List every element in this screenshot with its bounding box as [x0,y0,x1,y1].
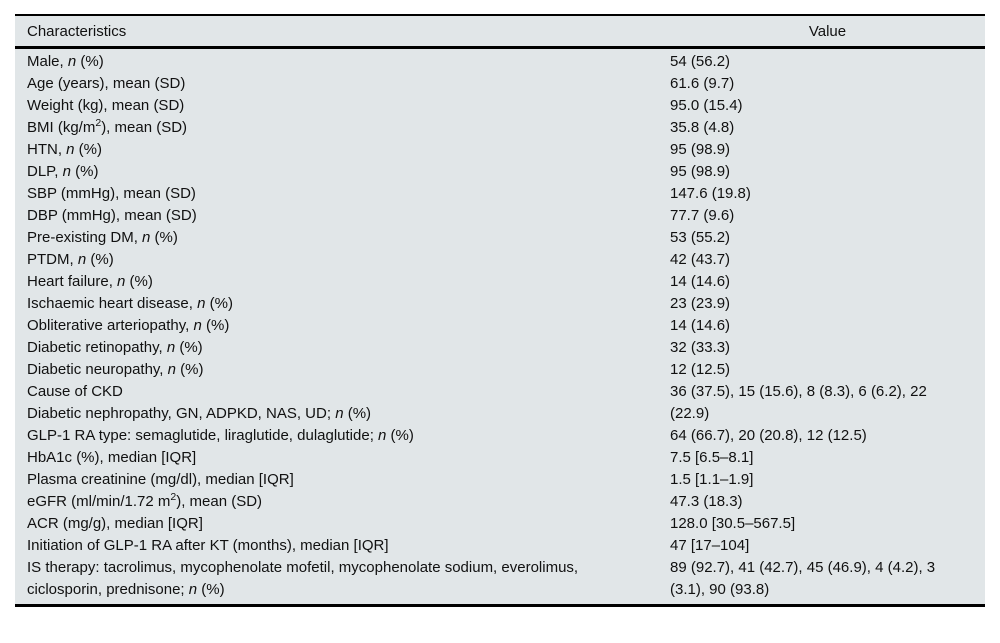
value-cell: 47 [17–104] [670,537,750,554]
characteristic-cell: Male, n (%) [27,53,104,70]
table-row: Heart failure, n (%) 14 (14.6) [15,271,985,293]
table-row: DLP, n (%) 95 (98.9) [15,161,985,183]
characteristic-cell: HbA1c (%), median [IQR] [27,449,197,466]
table-row: Cause of CKD Diabetic nephropathy, GN, AD… [15,381,985,425]
characteristic-cell: SBP (mmHg), mean (SD) [27,185,196,202]
table-row: ACR (mg/g), median [IQR] 128.0 [30.5–567.… [15,513,985,535]
value-cell: 95 (98.9) [670,163,731,180]
table-row: Weight (kg), mean (SD) 95.0 (15.4) [15,95,985,117]
table-row: Diabetic retinopathy, n (%) 32 (33.3) [15,337,985,359]
value-cell: 35.8 (4.8) [670,119,735,136]
value-cell: 23 (23.9) [670,295,731,312]
value-cell: 42 (43.7) [670,251,731,268]
value-cell: 95.0 (15.4) [670,97,743,114]
table-row: Pre-existing DM, n (%) 53 (55.2) [15,227,985,249]
table-row: IS therapy: tacrolimus, mycophenolate mo… [15,557,985,606]
table-row: Age (years), mean (SD) 61.6 (9.7) [15,73,985,95]
value-cell: 89 (92.7), 41 (42.7), 45 (46.9), 4 (4.2)… [670,559,936,598]
characteristic-cell: IS therapy: tacrolimus, mycophenolate mo… [27,559,579,598]
value-cell: 36 (37.5), 15 (15.6), 8 (8.3), 6 (6.2), … [670,383,927,422]
characteristic-cell: GLP-1 RA type: semaglutide, liraglutide,… [27,427,414,444]
characteristic-cell: ACR (mg/g), median [IQR] [27,515,203,532]
table-header: Characteristics Value [15,15,985,49]
header-row: Characteristics Value [15,15,985,49]
value-cell: 53 (55.2) [670,229,731,246]
characteristic-cell: Diabetic retinopathy, n (%) [27,339,203,356]
column-header-characteristics: Characteristics [15,15,670,49]
table-row: Diabetic neuropathy, n (%) 12 (12.5) [15,359,985,381]
characteristic-cell: Plasma creatinine (mg/dl), median [IQR] [27,471,294,488]
value-cell: 14 (14.6) [670,317,731,334]
table-row: Initiation of GLP-1 RA after KT (months)… [15,535,985,557]
table-row: Ischaemic heart disease, n (%) 23 (23.9) [15,293,985,315]
characteristic-cell: BMI (kg/m2), mean (SD) [27,117,188,136]
characteristic-cell: DLP, n (%) [27,163,99,180]
table-row: Plasma creatinine (mg/dl), median [IQR] 1… [15,469,985,491]
characteristic-cell: Pre-existing DM, n (%) [27,229,178,246]
table-row: BMI (kg/m2), mean (SD) 35.8 (4.8) [15,117,985,139]
table-row: HTN, n (%) 95 (98.9) [15,139,985,161]
column-header-value: Value [670,15,985,49]
value-cell: 128.0 [30.5–567.5] [670,515,796,532]
characteristic-cell: HTN, n (%) [27,141,103,158]
characteristic-cell: Ischaemic heart disease, n (%) [27,295,233,312]
value-cell: 147.6 (19.8) [670,185,751,202]
value-cell: 64 (66.7), 20 (20.8), 12 (12.5) [670,427,867,444]
table-row: SBP (mmHg), mean (SD) 147.6 (19.8) [15,183,985,205]
value-cell: 47.3 (18.3) [670,493,743,510]
table-row: PTDM, n (%) 42 (43.7) [15,249,985,271]
characteristic-cell: Age (years), mean (SD) [27,75,186,92]
value-cell: 54 (56.2) [670,53,731,70]
characteristic-cell: Heart failure, n (%) [27,273,153,290]
table-row: GLP-1 RA type: semaglutide, liraglutide,… [15,425,985,447]
characteristic-cell: Diabetic neuropathy, n (%) [27,361,204,378]
characteristic-cell: Cause of CKD Diabetic nephropathy, GN, AD… [27,383,372,422]
characteristic-cell: PTDM, n (%) [27,251,114,268]
value-cell: 32 (33.3) [670,339,731,356]
baseline-characteristics-table: Characteristics Value Male, n (%) 54 (56.… [15,14,985,607]
characteristic-cell: Initiation of GLP-1 RA after KT (months)… [27,537,389,554]
table-row: Male, n (%) 54 (56.2) [15,48,985,74]
table-row: DBP (mmHg), mean (SD) 77.7 (9.6) [15,205,985,227]
value-cell: 61.6 (9.7) [670,75,735,92]
table-row: eGFR (ml/min/1.72 m2), mean (SD) 47.3 (18… [15,491,985,513]
value-cell: 12 (12.5) [670,361,731,378]
table-row: HbA1c (%), median [IQR] 7.5 [6.5–8.1] [15,447,985,469]
table-row: Obliterative arteriopathy, n (%) 14 (14.6… [15,315,985,337]
value-cell: 77.7 (9.6) [670,207,735,224]
value-cell: 1.5 [1.1–1.9] [670,471,754,488]
value-cell: 14 (14.6) [670,273,731,290]
table-body: Male, n (%) 54 (56.2) Age (years), mean (S… [15,48,985,606]
characteristic-cell: Weight (kg), mean (SD) [27,97,185,114]
value-cell: 7.5 [6.5–8.1] [670,449,754,466]
characteristic-cell: Obliterative arteriopathy, n (%) [27,317,230,334]
characteristic-cell: DBP (mmHg), mean (SD) [27,207,197,224]
characteristics-table: Characteristics Value Male, n (%) 54 (56.… [15,14,985,607]
characteristic-cell: eGFR (ml/min/1.72 m2), mean (SD) [27,491,263,510]
value-cell: 95 (98.9) [670,141,731,158]
